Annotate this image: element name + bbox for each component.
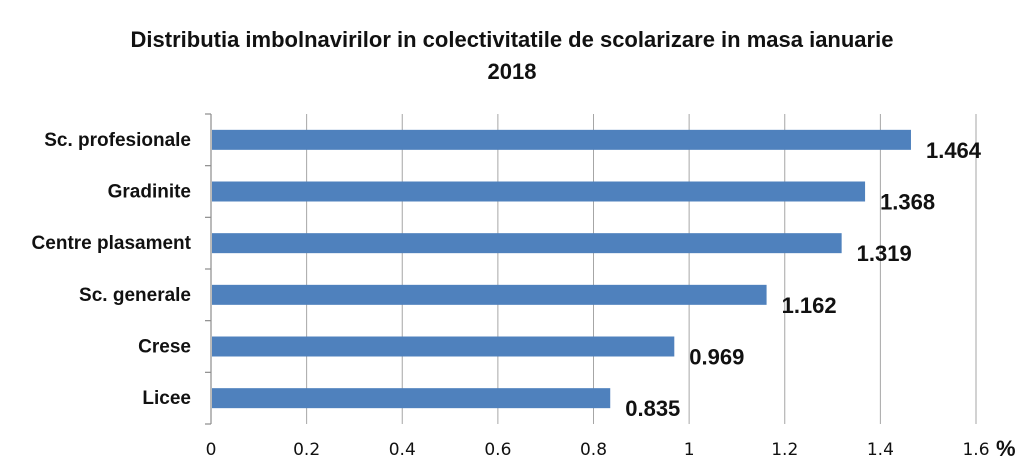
value-label-5: 0.835 [625, 396, 680, 421]
x-tick-label-1: 0.2 [293, 440, 320, 460]
category-label-5: Licee [142, 388, 191, 409]
value-label-3: 1.162 [782, 293, 837, 318]
value-label-0: 1.464 [926, 138, 982, 163]
bar-0 [212, 129, 911, 150]
x-tick-label-8: 1.6 [962, 440, 989, 460]
x-tick-label-3: 0.6 [484, 440, 511, 460]
x-tick-label-5: 1 [684, 440, 695, 460]
bar-3 [212, 284, 767, 305]
x-tick-label-4: 0.8 [580, 440, 607, 460]
value-label-2: 1.319 [857, 241, 912, 266]
bar-4 [212, 336, 675, 357]
category-label-3: Sc. generale [79, 285, 191, 306]
x-tick-label-6: 1.2 [771, 440, 798, 460]
bar-5 [212, 388, 611, 409]
value-label-4: 0.969 [689, 345, 744, 370]
category-label-2: Centre plasament [32, 233, 192, 254]
category-label-4: Crese [138, 337, 191, 358]
category-label-0: Sc. profesionale [44, 130, 191, 151]
x-tick-label-7: 1.4 [867, 440, 894, 460]
x-tick-label-0: 0 [206, 440, 217, 460]
category-label-1: Gradinite [108, 182, 191, 203]
chart-title-line1: Distributia imbolnavirilor in colectivit… [130, 27, 894, 52]
chart-title-line2: 2018 [487, 59, 537, 84]
bar-1 [212, 181, 866, 202]
x-tick-label-2: 0.4 [389, 440, 416, 460]
chart-title: Distributia imbolnavirilor in colectivit… [0, 24, 1024, 88]
bar-2 [212, 233, 842, 254]
value-label-1: 1.368 [880, 190, 935, 215]
x-unit-label: % [996, 436, 1016, 461]
